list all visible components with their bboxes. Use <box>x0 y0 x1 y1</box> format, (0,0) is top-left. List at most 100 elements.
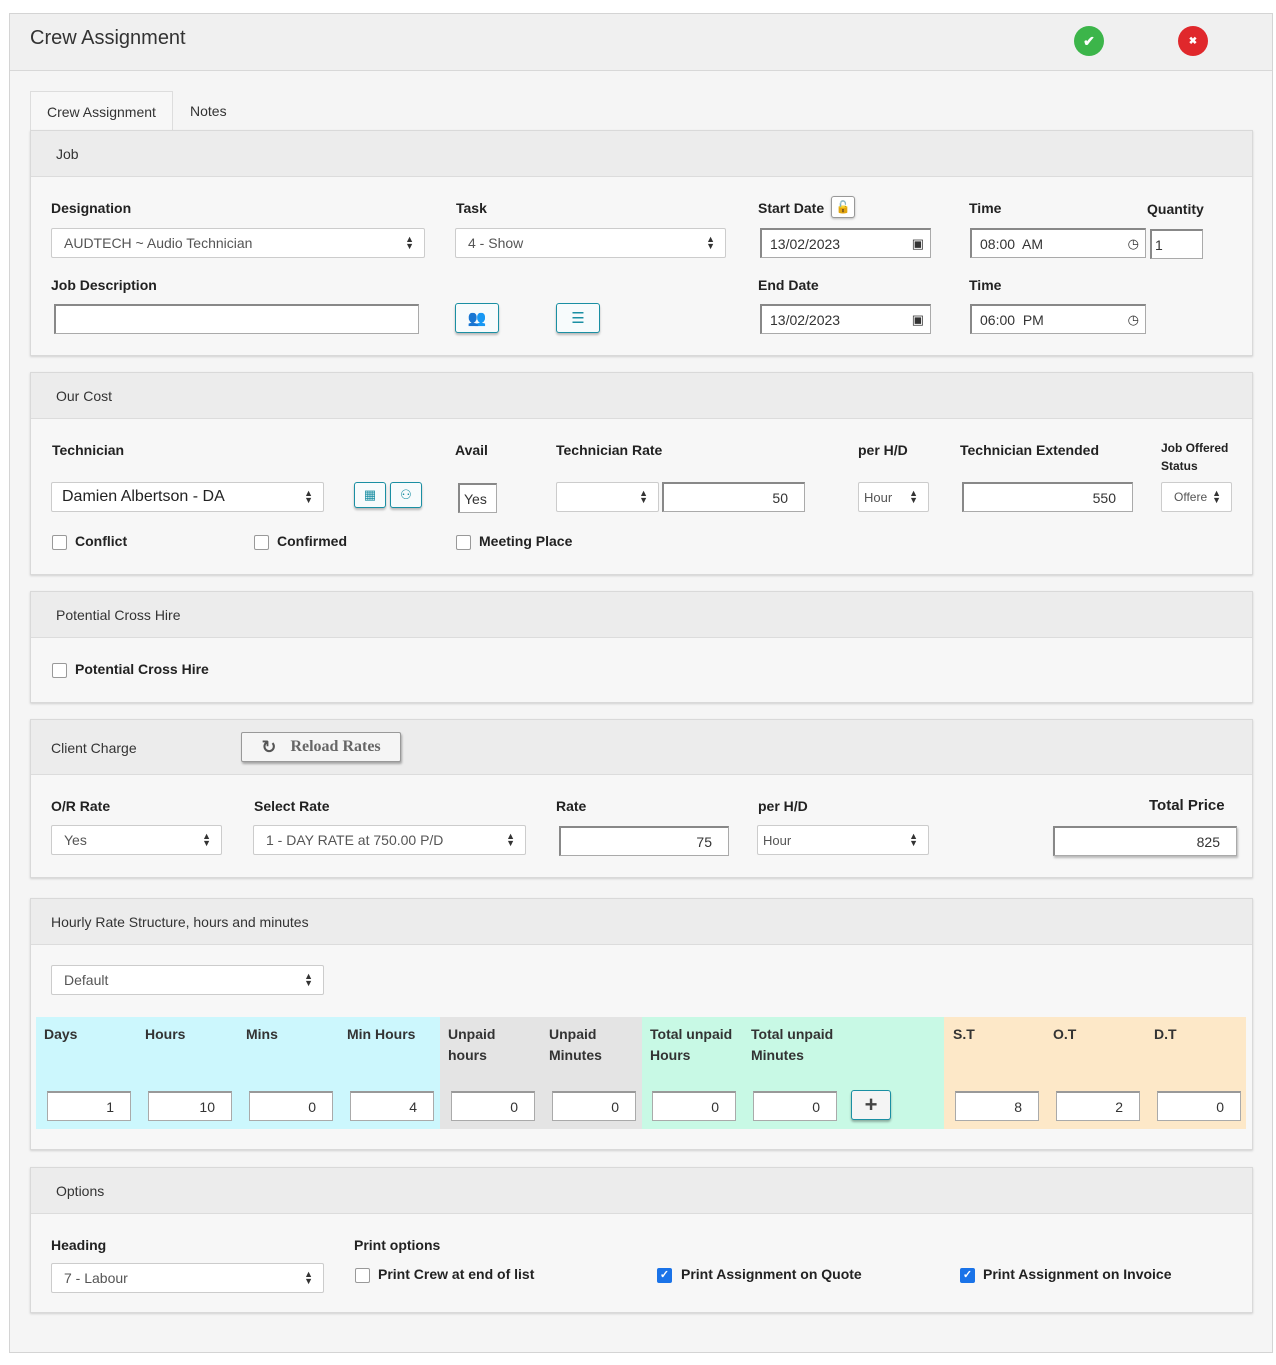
cancel-button[interactable]: ✖ <box>1178 26 1208 56</box>
days-label: Days <box>44 1026 78 1042</box>
start-date-input[interactable]: 13/02/2023 ▣ <box>760 228 931 258</box>
start-time-label: Time <box>969 200 1002 216</box>
sort-arrows-icon: ▲ ▼ <box>506 831 515 848</box>
end-date-input[interactable]: 13/02/2023 ▣ <box>760 304 931 334</box>
technician-extended-label: Technician Extended <box>960 442 1099 458</box>
reload-rates-button[interactable]: ↻ Reload Rates <box>241 732 401 762</box>
conflict-checkbox[interactable] <box>52 535 67 550</box>
technician-rate-label: Technician Rate <box>556 442 663 458</box>
tab-crew-assignment[interactable]: Crew Assignment <box>30 91 173 131</box>
rate-structure-value: Default <box>64 972 109 988</box>
technician-label: Technician <box>52 442 125 458</box>
end-time-input[interactable]: 06:00 PM ◷ <box>970 304 1146 334</box>
select-rate-select[interactable]: 1 - DAY RATE at 750.00 P/D ▲ ▼ <box>253 825 526 855</box>
client-per-hd-value: Hour <box>763 832 792 848</box>
designation-select[interactable]: AUDTECH ~ Audio Technician ▲ ▼ <box>51 228 425 258</box>
technician-profile-button[interactable]: ⚇ <box>390 482 422 508</box>
per-hd-value: Hour <box>864 489 893 505</box>
task-select[interactable]: 4 - Show ▲ ▼ <box>455 228 726 258</box>
unpaid-minutes-label: Unpaid Minutes <box>549 1024 602 1066</box>
panel-title: Job <box>56 146 79 162</box>
label-line: hours <box>448 1047 487 1063</box>
total-unpaid-minutes-input[interactable]: 0 <box>753 1091 837 1121</box>
print-crew-label: Print Crew at end of list <box>378 1266 535 1282</box>
rate-structure-select[interactable]: Default ▲ ▼ <box>51 965 324 995</box>
lock-button[interactable]: 🔓 <box>831 196 855 218</box>
label-line: Minutes <box>751 1047 804 1063</box>
print-invoice-checkbox[interactable]: ✓ <box>960 1268 975 1283</box>
avail-input: Yes <box>458 483 497 513</box>
mins-input[interactable]: 0 <box>249 1091 333 1121</box>
technician-select[interactable]: Damien Albertson - DA ▲ ▼ <box>51 482 324 512</box>
checklist-button[interactable]: ☰ <box>556 303 600 333</box>
label-line: Unpaid <box>448 1026 496 1042</box>
ot-input[interactable]: 2 <box>1056 1091 1140 1121</box>
unpaid-minutes-input[interactable]: 0 <box>552 1091 636 1121</box>
check-icon: ✓ <box>659 1269 670 1281</box>
total-unpaid-hours-label: Total unpaid Hours <box>650 1024 732 1066</box>
task-value: 4 - Show <box>468 235 524 251</box>
select-rate-label: Select Rate <box>254 798 330 814</box>
check-icon: ✓ <box>962 1269 973 1281</box>
lock-icon: 🔓 <box>835 200 851 214</box>
calendar-icon: ▣ <box>911 236 924 251</box>
technician-extended-input[interactable]: 550 <box>962 482 1133 512</box>
total-price-input[interactable]: 825 <box>1053 826 1237 856</box>
total-unpaid-minutes-label: Total unpaid Minutes <box>751 1024 833 1066</box>
technician-rate-input[interactable]: 50 <box>662 482 805 512</box>
sort-arrows-icon: ▲ ▼ <box>304 1269 313 1286</box>
hours-input[interactable]: 10 <box>148 1091 232 1121</box>
conflict-label: Conflict <box>75 533 128 549</box>
job-offered-status-select[interactable]: Offere ▲ ▼ <box>1161 482 1232 512</box>
label-line: Total unpaid <box>751 1026 834 1042</box>
job-description-input[interactable] <box>54 304 419 334</box>
confirmed-checkbox[interactable] <box>254 535 269 550</box>
client-per-hd-label: per H/D <box>758 798 808 814</box>
label-line: Total unpaid <box>650 1026 733 1042</box>
sort-arrows-icon: ▲ ▼ <box>706 234 715 251</box>
panel-title: Client Charge <box>51 740 137 756</box>
print-crew-checkbox[interactable] <box>355 1268 370 1283</box>
sort-arrows-icon: ▲ ▼ <box>202 831 211 848</box>
total-unpaid-minutes-value: 0 <box>812 1098 820 1115</box>
mins-label: Mins <box>246 1026 278 1042</box>
heading-select[interactable]: 7 - Labour ▲ ▼ <box>51 1263 324 1293</box>
quantity-input[interactable]: 1 <box>1150 229 1203 259</box>
user-icon: ⚇ <box>400 487 412 502</box>
tab-label: Crew Assignment <box>47 103 156 120</box>
technician-rate-select[interactable]: ▲ ▼ <box>556 482 659 512</box>
meeting-place-checkbox[interactable] <box>456 535 471 550</box>
total-unpaid-hours-input[interactable]: 0 <box>652 1091 736 1121</box>
rate-label: Rate <box>556 798 587 814</box>
clock-icon: ◷ <box>1127 312 1139 327</box>
unpaid-hours-input[interactable]: 0 <box>451 1091 535 1121</box>
potential-cross-hire-checkbox[interactable] <box>52 663 67 678</box>
tab-notes[interactable]: Notes <box>174 91 243 131</box>
ot-value: 2 <box>1115 1098 1123 1115</box>
st-label: S.T <box>953 1026 975 1042</box>
print-quote-checkbox[interactable]: ✓ <box>657 1268 672 1283</box>
confirm-button[interactable]: ✔ <box>1074 26 1104 56</box>
add-unpaid-button[interactable]: + <box>851 1090 891 1120</box>
days-input[interactable]: 1 <box>47 1091 131 1121</box>
sort-arrows-icon: ▲ ▼ <box>639 488 648 505</box>
start-time-input[interactable]: 08:00 AM ◷ <box>970 228 1146 258</box>
st-input[interactable]: 8 <box>955 1091 1039 1121</box>
sort-arrows-icon: ▲ ▼ <box>1212 488 1221 505</box>
technician-value: Damien Albertson - DA <box>62 488 225 505</box>
client-per-hd-select[interactable]: Hour ▲ ▼ <box>757 825 929 855</box>
task-label: Task <box>456 200 487 216</box>
hours-value: 10 <box>199 1098 215 1115</box>
rate-input[interactable]: 75 <box>559 826 729 856</box>
per-hd-select[interactable]: Hour ▲ ▼ <box>858 482 929 512</box>
crew-group-button[interactable]: 👥 <box>455 303 499 333</box>
min-hours-input[interactable]: 4 <box>350 1091 434 1121</box>
potential-cross-hire-label: Potential Cross Hire <box>75 661 209 677</box>
avail-value: Yes <box>464 490 487 507</box>
dt-input[interactable]: 0 <box>1157 1091 1241 1121</box>
days-value: 1 <box>106 1098 114 1115</box>
panel-title: Hourly Rate Structure, hours and minutes <box>51 914 309 930</box>
window-title: Crew Assignment <box>30 27 186 49</box>
availability-calendar-button[interactable]: ▦ <box>354 482 386 508</box>
or-rate-select[interactable]: Yes ▲ ▼ <box>51 825 222 855</box>
